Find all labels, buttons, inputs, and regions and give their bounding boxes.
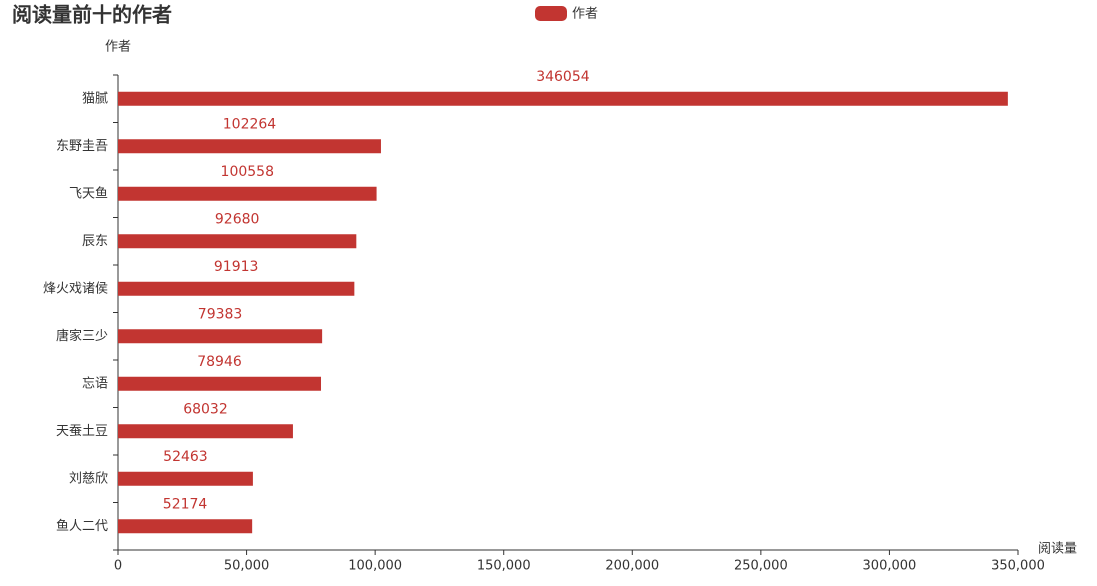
x-tick-label: 150,000	[477, 559, 531, 574]
bar	[118, 471, 253, 486]
value-label: 52463	[163, 449, 208, 465]
x-tick-label: 100,000	[348, 559, 402, 574]
y-tick-label: 飞天鱼	[69, 185, 108, 201]
bar	[118, 234, 357, 249]
bar	[118, 376, 322, 391]
x-axis-title: 阅读量	[1038, 542, 1077, 557]
y-tick-label: 辰东	[82, 234, 108, 249]
y-tick-label: 猫腻	[82, 91, 108, 106]
value-label: 52174	[163, 496, 208, 512]
y-tick-label: 东野圭吾	[56, 139, 108, 154]
value-label: 100558	[221, 164, 274, 180]
y-tick-label: 天蚕土豆	[56, 424, 108, 439]
bar	[118, 139, 381, 154]
bar	[118, 186, 377, 201]
legend-label[interactable]: 作者	[572, 7, 598, 22]
y-tick-label: 刘慈欣	[69, 471, 108, 486]
value-label: 78946	[197, 354, 242, 370]
x-tick-label: 50,000	[224, 559, 270, 574]
y-tick-label: 忘语	[82, 376, 108, 391]
value-label: 91913	[214, 259, 259, 275]
y-tick-label: 鱼人二代	[56, 518, 108, 534]
bar	[118, 281, 355, 296]
x-tick-label: 200,000	[605, 559, 659, 574]
bar	[118, 424, 293, 439]
bar	[118, 91, 1008, 106]
bar	[118, 329, 323, 344]
value-label: 68032	[183, 401, 228, 417]
x-tick-label: 350,000	[991, 559, 1045, 574]
y-tick-label: 唐家三少	[56, 328, 108, 344]
x-tick-label: 300,000	[863, 559, 917, 574]
value-label: 79383	[198, 306, 243, 322]
legend-swatch[interactable]	[535, 6, 567, 21]
value-label: 102264	[223, 116, 277, 132]
y-tick-label: 烽火戏诸侯	[43, 281, 108, 296]
x-tick-label: 0	[114, 559, 122, 574]
x-tick-label: 250,000	[734, 559, 788, 574]
y-axis-title: 作者	[105, 40, 131, 55]
value-label: 346054	[536, 69, 590, 85]
chart-title: 阅读量前十的作者	[12, 3, 172, 27]
bar	[118, 519, 253, 534]
value-label: 92680	[215, 211, 260, 227]
